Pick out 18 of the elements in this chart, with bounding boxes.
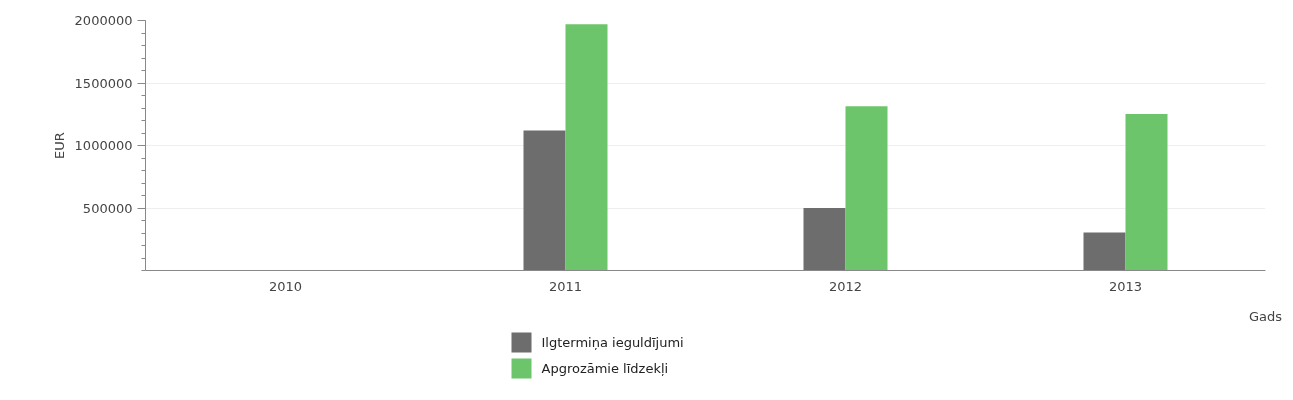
- bar: [803, 208, 846, 271]
- legend-label: Apgrozāmie līdzekļi: [541, 361, 669, 376]
- x-tick-label: 2013: [1108, 278, 1143, 294]
- x-axis-title: Gads: [1248, 308, 1283, 324]
- x-tick-label: 2011: [548, 278, 583, 294]
- x-tick-label: 2010: [268, 278, 303, 294]
- x-tick-label: 2012: [828, 278, 863, 294]
- y-axis-title: EUR: [51, 132, 67, 159]
- bar: [1083, 232, 1126, 271]
- legend-label: Ilgtermiņa ieguldījumi: [541, 335, 684, 350]
- y-tick-label: 1000000: [74, 138, 133, 153]
- bar: [1125, 114, 1168, 271]
- y-tick-label: 500000: [82, 200, 133, 216]
- y-tick-label: 1500000: [74, 75, 133, 91]
- y-tick-label: 2000000: [74, 13, 133, 28]
- bar: [845, 106, 888, 271]
- bar: [523, 130, 566, 271]
- bar: [565, 24, 608, 271]
